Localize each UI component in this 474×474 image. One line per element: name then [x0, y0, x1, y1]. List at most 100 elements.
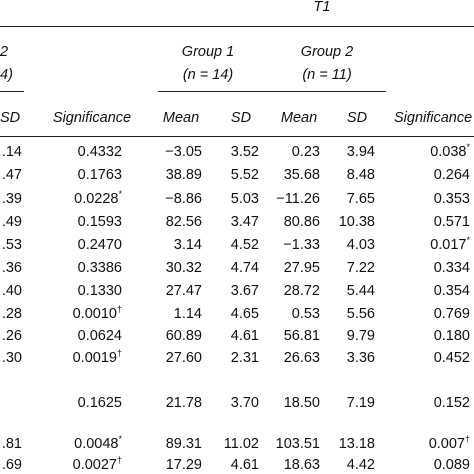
- cell-sd-group1-value: 5.03: [230, 191, 259, 207]
- cell-mean-group2-value: 18.50: [283, 395, 320, 411]
- cell-sd-prev: .30: [2, 351, 22, 366]
- cell-sd-group2-value: 13.18: [338, 436, 375, 452]
- cell-sd-group1-value: 3.52: [230, 144, 259, 160]
- cell-mean-group1: 3.14: [174, 238, 202, 253]
- cell-significance-prev: 0.1330: [78, 284, 122, 299]
- cell-significance: 0.017*: [430, 236, 470, 253]
- cell-significance-prev-value: 0.0624: [77, 328, 122, 344]
- cell-sd-group1-value: 3.47: [230, 214, 259, 230]
- col-mean-group1: Mean: [162, 110, 200, 126]
- cell-sd-prev: .26: [2, 329, 22, 344]
- cell-significance-prev: 0.0027†: [72, 456, 122, 473]
- cell-significance: 0.007†: [428, 434, 470, 452]
- cell-significance: 0.264: [434, 168, 470, 183]
- cell-significance-prev: 0.2470: [78, 238, 122, 253]
- cell-sd-group1: 2.31: [231, 351, 259, 366]
- cell-sd-prev-value: .28: [1, 306, 22, 322]
- cell-mean-group2-value: 26.63: [283, 350, 320, 366]
- cell-mean-group1: −3.05: [165, 145, 202, 160]
- cell-significance-value: 0.152: [433, 395, 470, 411]
- cell-mean-group1: 27.47: [166, 284, 202, 299]
- footnote-mark: †: [464, 434, 470, 444]
- cell-significance-value: 0.769: [433, 306, 470, 322]
- cell-sd-group2: 3.94: [347, 145, 375, 160]
- cell-sd-prev: .36: [2, 261, 22, 276]
- cell-significance: 0.452: [434, 351, 470, 366]
- cell-sd-group2: 3.36: [347, 351, 375, 366]
- cell-mean-group2: 26.63: [284, 351, 320, 366]
- cell-significance-prev: 0.1763: [78, 168, 122, 183]
- cell-sd-group1: 4.61: [231, 329, 259, 344]
- cell-sd-prev-value: .39: [1, 191, 22, 207]
- cell-significance-value: 0.571: [433, 214, 470, 230]
- cell-sd-group1-value: 4.52: [230, 237, 259, 253]
- cell-mean-group1: 60.89: [166, 329, 202, 344]
- cell-sd-group1-value: 3.67: [230, 283, 259, 299]
- footnote-mark: *: [118, 434, 122, 444]
- cell-significance-value: 0.452: [433, 350, 470, 366]
- cell-mean-group1-value: −3.05: [165, 144, 202, 160]
- cell-significance-prev: 0.4332: [78, 145, 122, 160]
- cell-sd-prev-value: .14: [1, 144, 22, 160]
- footnote-mark: *: [118, 189, 122, 199]
- cell-sd-group2-value: 4.42: [346, 457, 375, 473]
- group1-label: Group 1: [181, 44, 235, 60]
- cell-mean-group2-value: −11.26: [276, 191, 320, 207]
- cell-significance-prev-value: 0.0027: [72, 457, 117, 473]
- cell-mean-group2: 103.51: [276, 437, 320, 452]
- cell-significance: 0.334: [434, 261, 470, 276]
- cell-significance-prev-value: 0.0010: [72, 306, 117, 322]
- cell-significance-prev: 0.0048*: [74, 434, 122, 452]
- t1-header: T1: [313, 0, 331, 15]
- cell-mean-group2: 35.68: [284, 168, 320, 183]
- cell-sd-prev: .40: [2, 284, 22, 299]
- cell-significance-prev-value: 0.1330: [77, 283, 122, 299]
- cell-sd-group2: 13.18: [339, 437, 375, 452]
- cell-mean-group2-value: 80.86: [283, 214, 320, 230]
- cell-mean-group1: 30.32: [166, 261, 202, 276]
- cell-sd-group2-value: 5.56: [346, 306, 375, 322]
- cell-sd-group2: 4.42: [347, 458, 375, 473]
- cell-sd-group1: 3.47: [231, 215, 259, 230]
- cell-mean-group2-value: 28.72: [283, 283, 320, 299]
- cell-sd-group2: 7.65: [347, 192, 375, 207]
- cell-significance: 0.353: [434, 192, 470, 207]
- cell-sd-prev-value: .36: [1, 260, 22, 276]
- cell-significance-prev-value: 0.0048: [74, 436, 119, 452]
- cell-sd-group1: 3.67: [231, 284, 259, 299]
- cell-significance-prev-value: 0.1625: [77, 395, 122, 411]
- cell-sd-prev-value: .81: [1, 436, 22, 452]
- group1-n: (n = 14): [182, 67, 234, 83]
- cell-sd-group1-value: 2.31: [230, 350, 259, 366]
- cell-sd-prev-value: .40: [1, 283, 22, 299]
- footnote-mark: †: [116, 304, 122, 314]
- cell-significance-value: 0.007: [428, 436, 465, 452]
- cell-sd-group2-value: 4.03: [346, 237, 375, 253]
- cell-sd-group1-value: 5.52: [230, 167, 259, 183]
- cell-sd-group1-value: 3.70: [230, 395, 259, 411]
- cell-mean-group1-value: 17.29: [165, 457, 202, 473]
- cell-mean-group1: 82.56: [166, 215, 202, 230]
- cell-significance-value: 0.017: [430, 237, 467, 253]
- col-sd-group1: SD: [230, 110, 252, 126]
- cell-sd-prev: .53: [2, 238, 22, 253]
- cell-sd-group2-value: 5.44: [346, 283, 375, 299]
- cell-sd-group1: 4.61: [231, 458, 259, 473]
- cell-mean-group1-value: 3.14: [173, 237, 202, 253]
- cell-mean-group2: 18.50: [284, 396, 320, 411]
- group2-n: (n = 11): [302, 67, 352, 83]
- cell-sd-group1: 5.03: [231, 192, 259, 207]
- cell-sd-group1: 4.52: [231, 238, 259, 253]
- col-sd-prev: SD: [0, 110, 21, 126]
- cell-significance-prev-value: 0.2470: [77, 237, 122, 253]
- cell-mean-group1-value: 21.78: [165, 395, 202, 411]
- cell-significance: 0.152: [434, 396, 470, 411]
- cell-mean-group1: −8.86: [165, 192, 202, 207]
- cell-mean-group2: 18.63: [284, 458, 320, 473]
- cell-mean-group1: 89.31: [166, 437, 202, 452]
- cell-mean-group2-value: 35.68: [283, 167, 320, 183]
- cell-mean-group1-value: 89.31: [165, 436, 202, 452]
- cell-sd-group2-value: 3.36: [346, 350, 375, 366]
- left-group-label-partial: 2: [0, 44, 9, 60]
- header-bottom-rule: [0, 136, 474, 137]
